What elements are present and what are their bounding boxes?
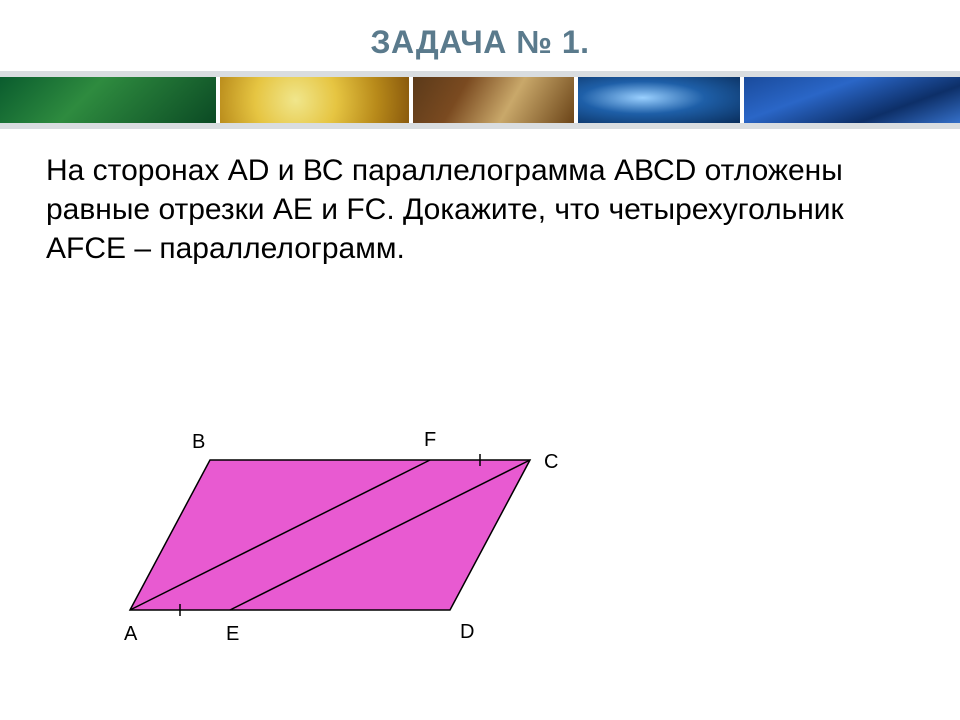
- banner-cell-4: [578, 77, 744, 123]
- parallelogram-figure: A B C D E F: [100, 400, 600, 680]
- decorative-banner: [0, 71, 960, 129]
- banner-cell-1: [0, 77, 220, 123]
- problem-statement: На сторонах AD и ВС параллелограмма АВСD…: [0, 129, 960, 268]
- vertex-label-B: B: [192, 431, 205, 453]
- banner-cell-5: [744, 77, 960, 123]
- banner-cell-3: [413, 77, 579, 123]
- figure-svg: A B C D E F: [100, 400, 600, 680]
- parallelogram-shape: [130, 460, 530, 610]
- vertex-label-D: D: [460, 621, 474, 643]
- vertex-label-E: E: [226, 623, 239, 645]
- vertex-label-F: F: [424, 429, 436, 451]
- vertex-label-A: A: [124, 623, 138, 645]
- page-title: ЗАДАЧА № 1.: [0, 0, 960, 71]
- vertex-label-C: C: [544, 451, 558, 473]
- banner-cell-2: [220, 77, 413, 123]
